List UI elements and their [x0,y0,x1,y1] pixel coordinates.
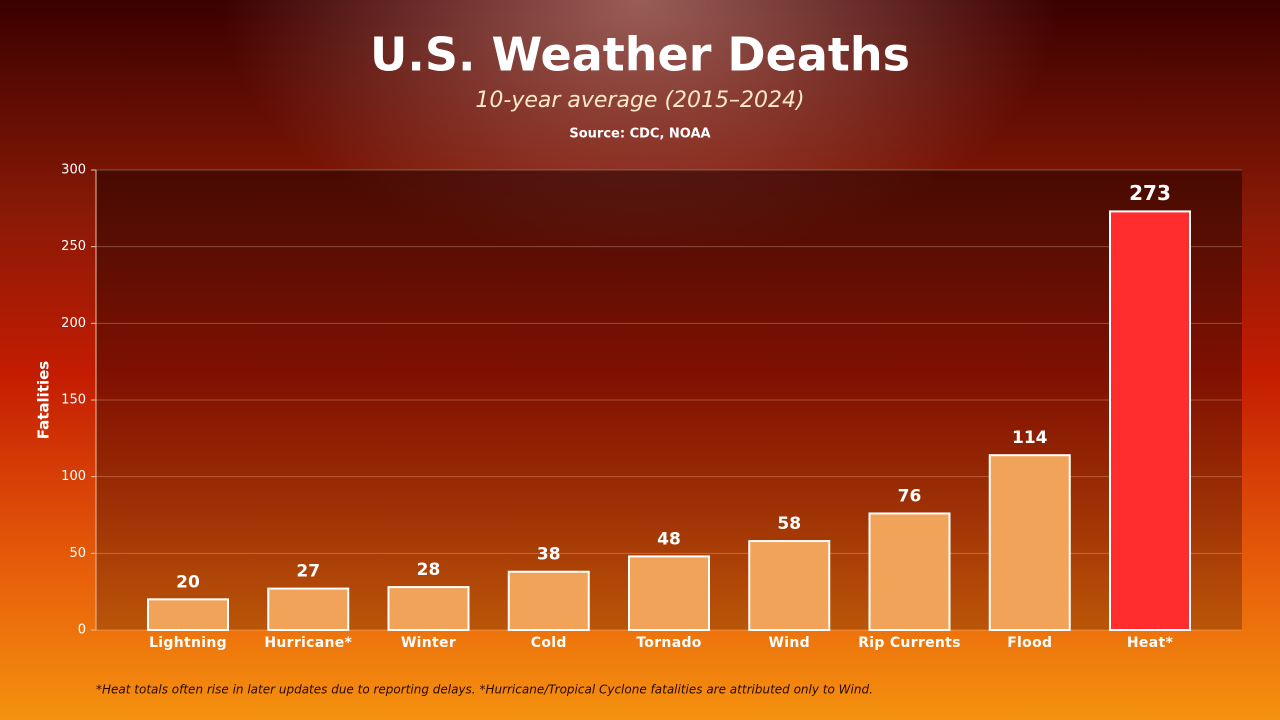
value-label: 48 [657,529,681,549]
footnote: *Heat totals often rise in later updates… [96,683,873,697]
chart-title: U.S. Weather Deaths [370,28,910,82]
bar [387,586,470,631]
x-tick-label: Flood [1007,635,1053,651]
x-tick-label: Rip Currents [858,635,961,651]
y-tick-label: 300 [61,163,86,178]
value-label: 20 [176,572,200,592]
value-label: 76 [898,486,922,506]
x-tick-label: Winter [400,635,457,651]
y-axis-label: Fatalities [35,361,53,440]
bar [628,555,710,632]
value-label: 28 [417,560,441,580]
x-tick-label: Lightning [149,635,227,651]
y-tick-label: 0 [78,623,86,638]
bar [147,598,229,631]
y-tick-label: 200 [61,316,86,331]
bar [748,540,831,631]
x-tick-label: Tornado [636,635,702,651]
x-tick-label: Heat* [1126,635,1174,651]
bar [507,570,590,632]
chart-subtitle: 10-year average (2015–2024) [475,88,804,113]
y-tick-label: 50 [69,546,86,561]
x-tick-label: Hurricane* [264,635,353,651]
value-label: 58 [777,514,801,534]
bar [868,512,951,632]
value-label: 27 [296,562,320,582]
value-label: 273 [1129,181,1171,205]
y-tick-label: 150 [61,393,86,408]
bar [267,587,350,631]
value-label: 114 [1012,428,1048,448]
source: Source: CDC, NOAA [569,127,710,142]
bar [1109,210,1191,631]
value-label: 38 [537,545,561,565]
bar [988,454,1071,632]
y-tick-label: 100 [61,469,86,484]
x-tick-label: Wind [768,635,810,651]
x-tick-label: Cold [530,635,567,651]
y-tick-label: 250 [61,239,86,254]
